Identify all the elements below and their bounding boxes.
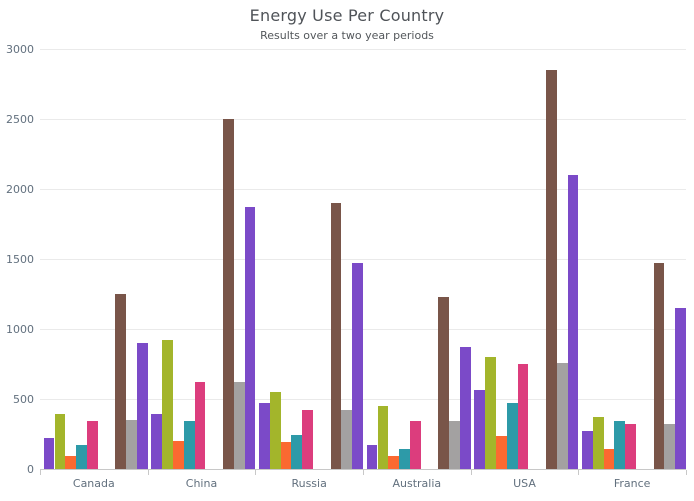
bar-usa-6: [545, 70, 557, 469]
chart-subtitle: Results over a two year periods: [260, 29, 434, 42]
y-axis-label: 0: [27, 462, 34, 476]
bar-canada-6: [115, 294, 127, 469]
bar-canada-4: [76, 445, 87, 469]
x-axis-line: [40, 469, 686, 470]
bar-usa-2: [485, 357, 496, 469]
y-axis-label: 2500: [6, 112, 34, 126]
bar-canada-5: [86, 420, 98, 469]
bar-china-2: [162, 340, 173, 469]
x-axis-tick: [40, 470, 41, 475]
x-axis-label: Canada: [72, 477, 115, 490]
y-axis-label: 1000: [6, 322, 34, 336]
bar-russia-1: [259, 403, 270, 469]
bar-australia-5: [409, 420, 421, 469]
bar-canada-1: [43, 438, 55, 469]
bar-canada-7: [126, 420, 137, 469]
y-gridline: [40, 259, 686, 260]
bar-australia-8: [459, 347, 471, 469]
y-axis-label: 3000: [6, 42, 34, 56]
bar-france-3: [603, 448, 615, 469]
bar-usa-3: [495, 436, 507, 469]
bar-russia-7: [341, 410, 353, 469]
bar-usa-4: [506, 403, 518, 469]
bar-france-8: [675, 308, 687, 469]
y-gridline: [40, 49, 686, 50]
bar-france-7: [664, 423, 676, 469]
bar-france-4: [614, 421, 626, 469]
bar-australia-6: [438, 296, 450, 469]
x-axis-tick: [363, 470, 364, 475]
bar-china-4: [183, 421, 195, 469]
x-axis-label: Australia: [392, 477, 442, 490]
bar-china-1: [151, 414, 163, 469]
bar-russia-2: [269, 392, 281, 469]
bar-usa-7: [556, 363, 568, 469]
bar-australia-1: [366, 445, 378, 469]
x-axis-tick: [578, 470, 580, 475]
bar-russia-5: [302, 410, 314, 469]
bar-france-2: [592, 417, 604, 469]
bar-canada-3: [65, 456, 77, 469]
bar-france-5: [625, 424, 637, 469]
x-axis-label: Russia: [291, 477, 327, 490]
bar-russia-4: [291, 435, 303, 469]
bar-russia-6: [330, 203, 342, 469]
bar-usa-1: [474, 389, 486, 469]
bar-china-8: [244, 206, 256, 469]
y-axis-label: 500: [13, 392, 34, 406]
bar-france-1: [582, 431, 593, 469]
bar-canada-2: [54, 414, 66, 469]
bar-australia-3: [388, 455, 400, 469]
bar-china-3: [172, 441, 184, 469]
bar-australia-2: [377, 406, 389, 469]
bar-usa-8: [567, 175, 579, 469]
y-axis-label: 1500: [6, 252, 34, 266]
bar-china-7: [233, 382, 245, 469]
x-axis-tick: [686, 470, 687, 475]
y-axis-label: 2000: [6, 182, 34, 196]
x-axis-label: China: [185, 477, 218, 490]
bar-australia-4: [399, 449, 410, 469]
x-axis-tick: [255, 470, 257, 475]
bar-canada-8: [136, 343, 148, 469]
bar-china-6: [222, 119, 234, 469]
x-axis-tick: [470, 470, 472, 475]
y-gridline: [40, 189, 686, 190]
bar-usa-5: [517, 364, 529, 469]
x-axis-label: USA: [513, 477, 536, 490]
bar-russia-8: [352, 262, 364, 469]
chart-title: Energy Use Per Country: [249, 6, 445, 25]
bar-australia-7: [449, 420, 460, 469]
bar-russia-3: [280, 441, 292, 469]
bar-france-6: [653, 262, 665, 469]
x-axis-tick: [147, 470, 149, 475]
bar-china-5: [194, 381, 206, 469]
x-axis-label: France: [613, 477, 651, 490]
y-gridline: [40, 119, 686, 120]
